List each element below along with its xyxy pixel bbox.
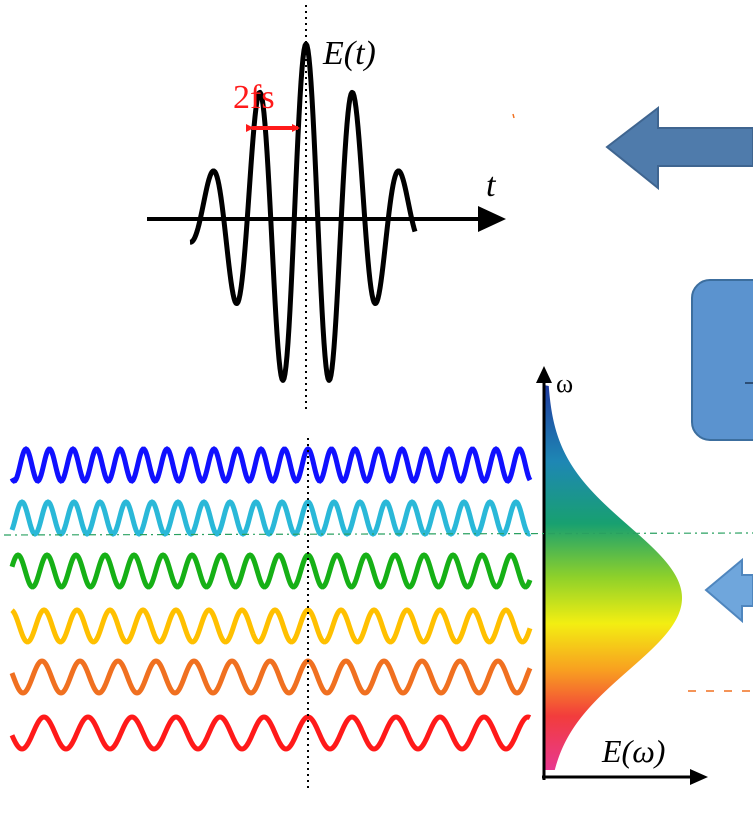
- pulse-plot: E(t) t 2fs: [147, 5, 506, 412]
- omega-axis-arrowhead: [536, 366, 552, 383]
- small-red-tick: [512, 113, 515, 119]
- pulse-label: E(t): [322, 35, 376, 72]
- sine-wave-5: [9, 658, 533, 696]
- info-box: [691, 279, 753, 441]
- guide-dash-green: [3, 532, 753, 536]
- amplitude-axis-label: E(ω): [601, 733, 665, 769]
- left-arrow-dark: [605, 105, 753, 191]
- sine-wave-1: [9, 446, 533, 484]
- left-arrow-light: [704, 557, 753, 624]
- sine-wave-6: [9, 714, 532, 752]
- omega-axis-label: ω: [556, 369, 573, 398]
- sine-wave-2: [9, 499, 532, 537]
- sine-wave-3: [9, 552, 533, 590]
- sine-wave-4: [10, 607, 533, 645]
- pulse-duration-label: 2fs: [233, 79, 275, 116]
- amplitude-axis-arrowhead: [690, 769, 708, 785]
- spectrum-plot: ω E(ω): [3, 366, 753, 785]
- spectrum-area: [544, 385, 682, 770]
- frequency-components: [9, 446, 533, 752]
- pulse-waveform: [188, 41, 418, 383]
- time-axis-arrowhead: [478, 206, 506, 232]
- time-axis-label: t: [486, 167, 497, 204]
